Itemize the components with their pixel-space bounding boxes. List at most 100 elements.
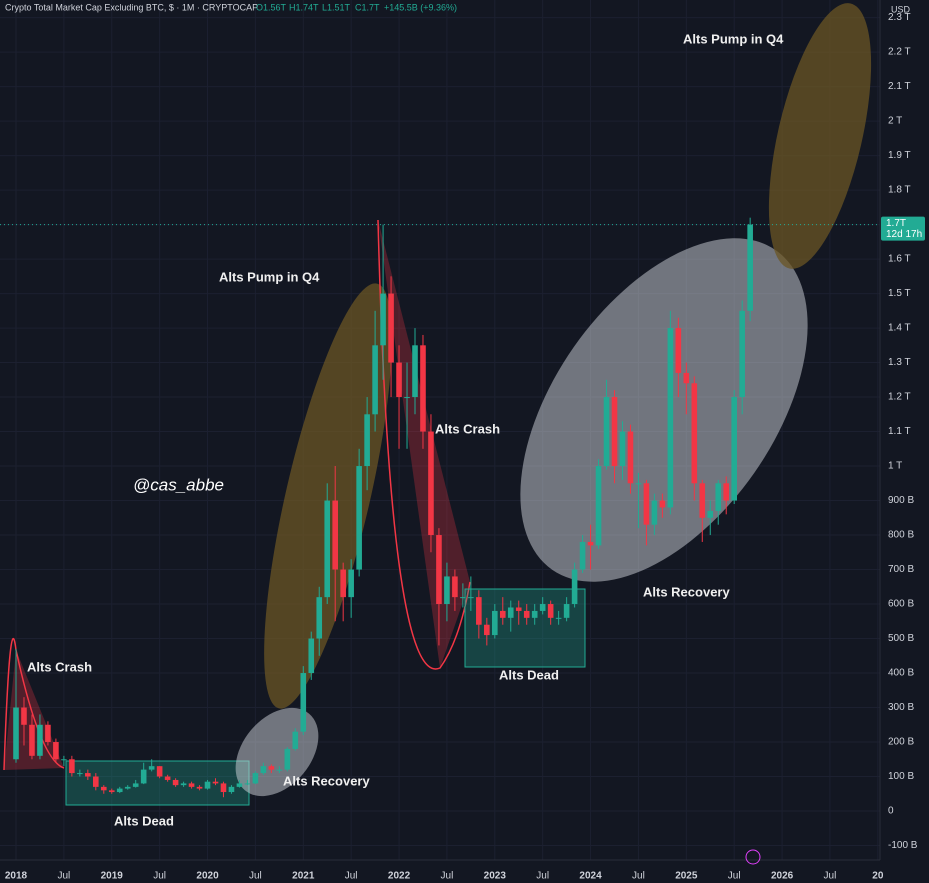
candle-body (356, 466, 362, 570)
candle-body (324, 500, 331, 598)
countdown: 12d 17h (886, 229, 922, 240)
y-tick-label: 800 B (888, 530, 914, 541)
pump-ellipse (768, 3, 872, 269)
time-axis (0, 860, 929, 883)
candle-body (188, 783, 195, 787)
y-tick-label: 1.8 T (888, 185, 911, 196)
annotation: Alts Dead (499, 667, 559, 682)
event-icon[interactable] (745, 849, 761, 865)
readout-change: +145.5B (+9.36%) (384, 2, 457, 12)
x-tick-label: 2018 (5, 871, 28, 882)
y-tick-label: 500 B (888, 633, 914, 644)
candle-body (332, 500, 338, 570)
candle-body (236, 783, 243, 787)
candle-body (77, 773, 83, 775)
candle-body (21, 707, 27, 725)
x-tick-label: Jul (536, 871, 549, 882)
candle-body (308, 638, 315, 674)
x-tick-label: 20 (872, 871, 884, 882)
candle-body (484, 624, 490, 636)
annotation: Alts Crash (27, 659, 92, 674)
candle-body (428, 431, 434, 536)
y-tick-label: 300 B (888, 702, 914, 713)
candle-body (196, 786, 203, 789)
y-tick-label: 0 (888, 806, 894, 817)
candle-body (204, 781, 211, 789)
readout-high: H1.74T (289, 2, 319, 12)
candle-body (731, 397, 737, 501)
crash-zone (378, 220, 470, 668)
candle-body (420, 345, 426, 432)
y-tick-label: 700 B (888, 564, 914, 575)
candle-body (260, 766, 267, 774)
annotation: Alts Crash (435, 421, 500, 436)
price-axis (880, 0, 929, 883)
candle-body (396, 362, 402, 398)
candle-body (531, 610, 538, 618)
last-price-label: 1.7T (886, 218, 906, 229)
y-tick-label: 2.1 T (888, 81, 911, 92)
candle-body (476, 597, 482, 625)
candle-body (619, 431, 626, 467)
x-tick-label: 2023 (484, 871, 507, 882)
y-tick-label: 900 B (888, 495, 914, 506)
candle-body (507, 607, 514, 618)
axes: -100 B 0 100 B 200 B 300 B 400 B 500 B 600 B 700… (5, 12, 925, 882)
candle-body (388, 293, 394, 363)
candle-body (172, 779, 179, 786)
candle-body (611, 397, 618, 467)
x-tick-label: Jul (441, 871, 454, 882)
candle-body (380, 293, 386, 346)
watermark: @cas_abbe (133, 475, 224, 494)
candle-body (603, 397, 610, 467)
candle-body (212, 781, 219, 784)
candle-body (515, 607, 522, 611)
x-tick-label: Jul (345, 871, 358, 882)
candle-body (228, 786, 235, 793)
candle-body (140, 769, 147, 784)
candle-body (116, 788, 123, 793)
candle-body (627, 431, 634, 484)
candle-body (69, 759, 75, 774)
y-tick-label: -100 B (888, 840, 918, 851)
y-tick-label: 1.9 T (888, 150, 911, 161)
candle-body (444, 576, 450, 605)
candle-body (37, 724, 43, 756)
pump-ellipse (264, 283, 392, 709)
candle-body (675, 328, 682, 373)
x-tick-label: 2024 (579, 871, 602, 882)
candle-body (292, 731, 299, 749)
candle-body (436, 535, 442, 605)
candle-body (244, 783, 251, 785)
chart-title: Crypto Total Market Cap Excluding BTC, $… (5, 2, 258, 12)
x-tick-label: Jul (824, 871, 837, 882)
y-tick-label: 1.4 T (888, 323, 911, 334)
candle-body (404, 397, 410, 399)
y-tick-label: 400 B (888, 668, 914, 679)
candle-body (468, 597, 474, 599)
candle-body (180, 783, 187, 786)
candle-body (93, 776, 99, 787)
candle-body (539, 604, 546, 611)
y-tick-label: 200 B (888, 737, 914, 748)
y-tick-label: 1.2 T (888, 392, 911, 403)
last-price-tag (881, 216, 925, 241)
candle-body (148, 766, 155, 770)
candle-body (651, 500, 658, 525)
candle-body (555, 617, 562, 619)
candle-body (659, 500, 666, 508)
candle-body (579, 541, 586, 570)
candle-body (53, 742, 59, 760)
annotation: Alts Dead (114, 813, 174, 828)
candle-body (595, 466, 602, 546)
candle-body (667, 328, 674, 508)
candle-body (571, 569, 578, 605)
candle-body (691, 383, 698, 484)
candle-body (715, 483, 722, 511)
x-tick-label: Jul (57, 871, 70, 882)
y-tick-label: 1.1 T (888, 426, 911, 437)
candle-body (364, 414, 370, 467)
readout-close: C1.7T (355, 2, 380, 12)
currency: USD (891, 4, 911, 14)
